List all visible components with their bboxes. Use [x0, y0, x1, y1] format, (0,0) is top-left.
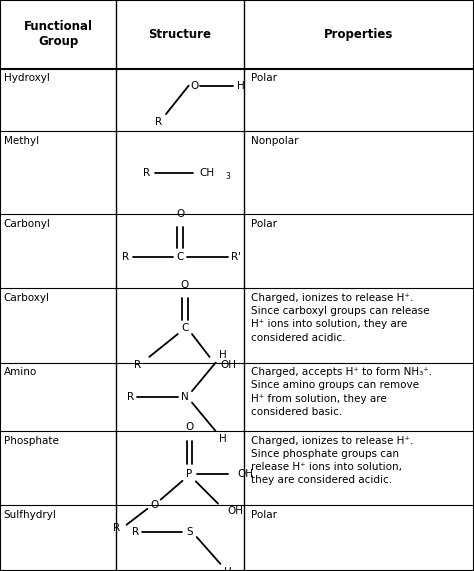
Text: R: R — [112, 523, 120, 533]
Text: Phosphate: Phosphate — [4, 436, 59, 446]
Text: O: O — [181, 280, 189, 291]
Text: H: H — [219, 349, 227, 360]
Text: 3: 3 — [225, 172, 230, 181]
Text: O: O — [150, 500, 158, 510]
Text: Sulfhydryl: Sulfhydryl — [4, 510, 57, 520]
Text: Nonpolar: Nonpolar — [251, 136, 299, 146]
Text: R: R — [131, 528, 139, 537]
Text: H: H — [224, 568, 231, 571]
Text: Polar: Polar — [251, 73, 277, 83]
Text: Structure: Structure — [149, 28, 211, 41]
Text: Hydroxyl: Hydroxyl — [4, 73, 50, 83]
Text: H: H — [219, 434, 227, 444]
Text: Properties: Properties — [324, 28, 394, 41]
Text: OH: OH — [228, 506, 244, 516]
Text: R': R' — [231, 252, 241, 262]
Text: OH: OH — [220, 360, 237, 371]
Text: Carbonyl: Carbonyl — [4, 219, 51, 229]
Text: R: R — [155, 116, 163, 127]
Text: R: R — [134, 360, 141, 371]
Text: P: P — [186, 469, 193, 479]
Text: H: H — [237, 81, 245, 91]
Text: CH: CH — [199, 168, 214, 178]
Text: S: S — [186, 528, 193, 537]
Text: R: R — [122, 252, 129, 262]
Text: Amino: Amino — [4, 367, 37, 377]
Text: R: R — [143, 168, 151, 178]
Text: R: R — [127, 392, 134, 402]
Text: C: C — [181, 323, 189, 333]
Text: O: O — [185, 422, 194, 432]
Text: Functional
Group: Functional Group — [24, 20, 92, 49]
Text: Carboxyl: Carboxyl — [4, 293, 50, 303]
Text: N: N — [181, 392, 189, 402]
Text: C: C — [176, 252, 184, 262]
Text: Polar: Polar — [251, 510, 277, 520]
Text: Polar: Polar — [251, 219, 277, 229]
Text: O: O — [176, 209, 184, 219]
Text: Methyl: Methyl — [4, 136, 39, 146]
Text: O: O — [190, 81, 199, 91]
Text: Charged, accepts H⁺ to form NH₃⁺.
Since amino groups can remove
H⁺ from solution: Charged, accepts H⁺ to form NH₃⁺. Since … — [251, 367, 432, 417]
Text: Charged, ionizes to release H⁺.
Since phosphate groups can
release H⁺ ions into : Charged, ionizes to release H⁺. Since ph… — [251, 436, 413, 485]
Text: OH: OH — [237, 469, 253, 479]
Text: Charged, ionizes to release H⁺.
Since carboxyl groups can release
H⁺ ions into s: Charged, ionizes to release H⁺. Since ca… — [251, 293, 430, 343]
